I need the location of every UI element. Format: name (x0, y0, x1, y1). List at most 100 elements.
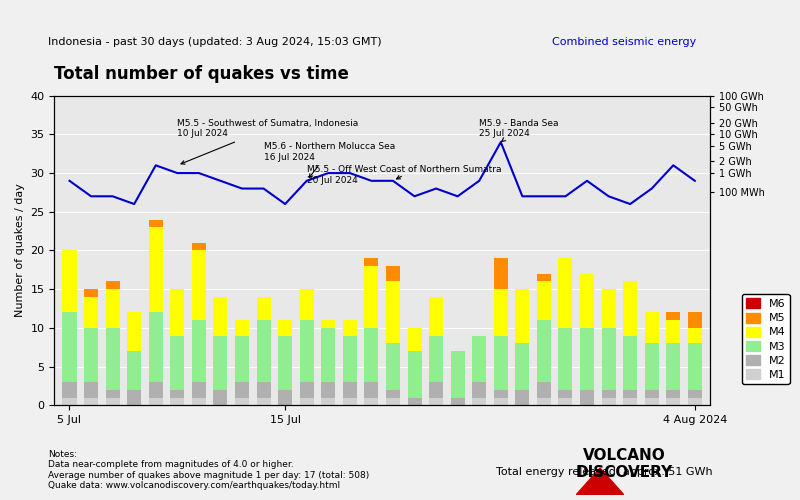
Bar (192, 242, 206, 250)
Bar (472, 336, 486, 382)
Bar (235, 320, 249, 336)
Text: Combined seismic energy: Combined seismic energy (552, 37, 696, 47)
Bar (407, 351, 422, 398)
Bar (515, 390, 530, 406)
Bar (558, 258, 573, 328)
Bar (300, 289, 314, 320)
Bar (257, 398, 270, 406)
Bar (84, 328, 98, 382)
Bar (645, 312, 658, 344)
Bar (106, 282, 120, 289)
Bar (407, 398, 422, 406)
Bar (537, 320, 551, 382)
Text: VOLCANO
DISCOVERY: VOLCANO DISCOVERY (575, 448, 673, 480)
Bar (149, 220, 162, 228)
Bar (214, 390, 227, 406)
Bar (364, 382, 378, 398)
Bar (688, 398, 702, 406)
Bar (645, 390, 658, 398)
Bar (257, 382, 270, 398)
Bar (84, 289, 98, 297)
Bar (300, 398, 314, 406)
Bar (322, 320, 335, 328)
Bar (580, 390, 594, 406)
Bar (450, 398, 465, 406)
Bar (62, 312, 77, 382)
Bar (386, 282, 400, 344)
Bar (472, 382, 486, 398)
Bar (322, 382, 335, 398)
Text: M5.6 - Northern Molucca Sea
16 Jul 2024: M5.6 - Northern Molucca Sea 16 Jul 2024 (263, 142, 395, 178)
Bar (149, 382, 162, 398)
Bar (235, 382, 249, 398)
Bar (386, 344, 400, 390)
Bar (170, 390, 184, 398)
Bar (494, 336, 508, 390)
Bar (127, 351, 141, 390)
Bar (62, 382, 77, 398)
Bar (343, 336, 357, 382)
Bar (364, 328, 378, 382)
Bar (645, 344, 658, 390)
Bar (170, 289, 184, 336)
Bar (106, 328, 120, 390)
Text: Total number of quakes vs time: Total number of quakes vs time (54, 65, 350, 83)
Bar (343, 320, 357, 336)
Bar (214, 297, 227, 336)
Bar (537, 398, 551, 406)
Bar (472, 398, 486, 406)
Bar (666, 312, 680, 320)
Bar (192, 320, 206, 382)
Text: M5.9 - Banda Sea
25 Jul 2024: M5.9 - Banda Sea 25 Jul 2024 (479, 119, 558, 142)
Bar (343, 398, 357, 406)
Bar (386, 390, 400, 398)
Bar (494, 398, 508, 406)
Bar (149, 312, 162, 382)
Bar (558, 328, 573, 390)
Bar (235, 398, 249, 406)
Bar (666, 390, 680, 398)
Text: M5.5 - Off West Coast of Northern Sumatra
20 Jul 2024: M5.5 - Off West Coast of Northern Sumatr… (306, 166, 502, 184)
Bar (580, 274, 594, 328)
Bar (343, 382, 357, 398)
Bar (300, 382, 314, 398)
Bar (537, 274, 551, 281)
Bar (558, 390, 573, 398)
Bar (170, 336, 184, 390)
Bar (106, 289, 120, 328)
Bar (515, 344, 530, 390)
Bar (62, 398, 77, 406)
Bar (127, 390, 141, 406)
Bar (537, 382, 551, 398)
Bar (364, 398, 378, 406)
Bar (386, 266, 400, 281)
Bar (106, 390, 120, 398)
Bar (278, 390, 292, 406)
Bar (688, 312, 702, 328)
Bar (494, 258, 508, 289)
Bar (602, 289, 616, 328)
Bar (494, 289, 508, 336)
Bar (127, 312, 141, 351)
Bar (84, 297, 98, 328)
Bar (257, 297, 270, 320)
Bar (364, 258, 378, 266)
Bar (429, 297, 443, 336)
Bar (278, 320, 292, 336)
Bar (602, 390, 616, 398)
Bar (623, 282, 637, 336)
Bar (450, 351, 465, 398)
Bar (149, 398, 162, 406)
Bar (407, 328, 422, 351)
Bar (84, 398, 98, 406)
Bar (149, 228, 162, 312)
Bar (364, 266, 378, 328)
Bar (429, 382, 443, 398)
Bar (602, 398, 616, 406)
Bar (688, 344, 702, 390)
Bar (623, 390, 637, 398)
Bar (322, 328, 335, 382)
Bar (602, 328, 616, 390)
Bar (192, 382, 206, 398)
Bar (62, 250, 77, 312)
